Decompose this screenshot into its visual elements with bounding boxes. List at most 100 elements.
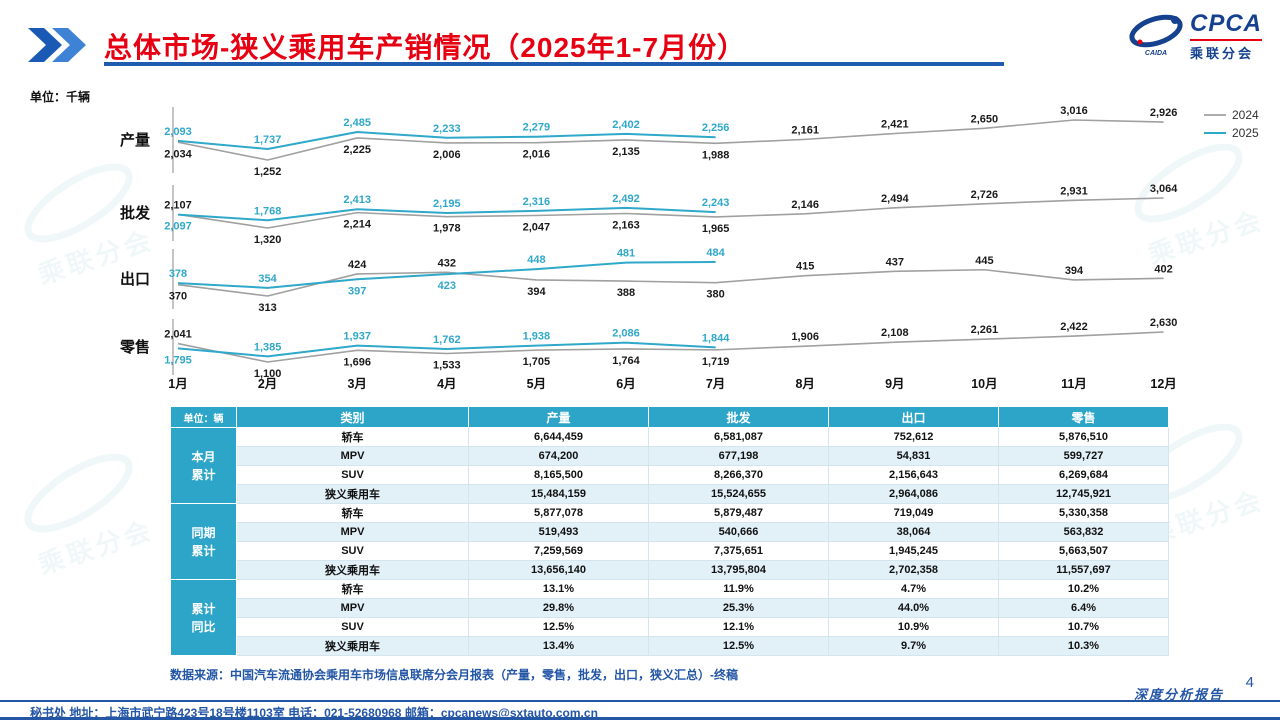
label-2024: 2,161 bbox=[791, 124, 819, 136]
table-cell: 5,879,487 bbox=[648, 503, 829, 523]
label-2025: 2,097 bbox=[164, 221, 192, 233]
label-2024: 2,630 bbox=[1150, 317, 1178, 329]
label-2025: 2,093 bbox=[164, 126, 192, 138]
month-label: 2月 bbox=[258, 377, 277, 391]
label-2024: 1,533 bbox=[433, 360, 461, 372]
label-2024: 1,978 bbox=[433, 223, 461, 235]
column-header: 批发 bbox=[648, 406, 829, 428]
label-2024: 415 bbox=[796, 261, 814, 273]
logo-sub-text: 乘联分会 bbox=[1189, 39, 1262, 62]
table-cell: 15,524,655 bbox=[648, 484, 829, 504]
series-line bbox=[177, 206, 716, 222]
label-2025: 484 bbox=[706, 247, 725, 259]
table-cell: 8,266,370 bbox=[648, 465, 829, 485]
row-category: SUV bbox=[236, 541, 469, 561]
series-line bbox=[177, 131, 716, 151]
table-cell: 10.3% bbox=[998, 636, 1169, 656]
report-tag: 深度分析报告 bbox=[1133, 687, 1224, 702]
label-2024: 3,064 bbox=[1150, 183, 1178, 195]
label-2024: 394 bbox=[527, 286, 546, 298]
label-2024: 2,006 bbox=[433, 149, 461, 161]
table-row: SUV 7,259,569 7,375,651 1,945,245 5,663,507 bbox=[171, 541, 1169, 561]
table-cell: 11,557,697 bbox=[998, 560, 1169, 580]
column-header: 零售 bbox=[998, 406, 1169, 428]
row-category: 轿车 bbox=[236, 579, 469, 599]
table-cell: 10.2% bbox=[998, 579, 1169, 599]
title-chevron-icon bbox=[28, 28, 90, 67]
label-2024: 388 bbox=[617, 287, 635, 299]
label-2024: 2,261 bbox=[971, 324, 999, 336]
label-2025: 1,937 bbox=[343, 331, 371, 343]
label-2024: 1,252 bbox=[254, 166, 282, 178]
cpca-logo: CAIDA CPCA 乘联分会 bbox=[1128, 12, 1262, 62]
series-line bbox=[177, 119, 1164, 161]
label-2025: 423 bbox=[438, 280, 456, 292]
table-cell: 5,330,358 bbox=[998, 503, 1169, 523]
table-cell: 599,727 bbox=[998, 446, 1169, 466]
label-2024: 2,926 bbox=[1150, 107, 1178, 119]
table-cell: 44.0% bbox=[828, 598, 999, 618]
logo-caida-text: CAIDA bbox=[1145, 50, 1167, 57]
row-category: 狭义乘用车 bbox=[236, 560, 469, 580]
month-label: 4月 bbox=[437, 377, 456, 391]
legend-2025: 2025 bbox=[1232, 126, 1259, 140]
table-cell: 9.7% bbox=[828, 636, 999, 656]
table-cell: 15,484,159 bbox=[468, 484, 649, 504]
label-2024: 2,034 bbox=[164, 148, 192, 160]
label-2024: 2,214 bbox=[343, 219, 371, 231]
label-2024: 2,107 bbox=[164, 199, 192, 211]
data-source-note: 数据来源：中国汽车流通协会乘用车市场信息联席分会月报表（产量，零售，批发，出口，… bbox=[170, 668, 739, 682]
table-cell: 719,049 bbox=[828, 503, 999, 523]
table-cell: 4.7% bbox=[828, 579, 999, 599]
label-2024: 1,705 bbox=[523, 356, 551, 368]
table-group-header: 同期 累计 bbox=[170, 503, 237, 580]
label-2024: 2,163 bbox=[612, 219, 640, 231]
table-row: MPV 519,493 540,666 38,064 563,832 bbox=[171, 522, 1169, 542]
label-2025: 2,233 bbox=[433, 123, 461, 135]
label-2024: 380 bbox=[706, 289, 724, 301]
footer-bottom-border bbox=[0, 717, 1280, 720]
label-2024: 1,764 bbox=[612, 355, 640, 367]
table-row: SUV 8,165,500 8,266,370 2,156,643 6,269,684 bbox=[171, 465, 1169, 485]
footer-divider bbox=[0, 700, 1280, 702]
footer-contact-text: 秘书处 地址：上海市武宁路423号18号楼1103室 电话：021-526809… bbox=[30, 706, 598, 720]
table-cell: 13,795,804 bbox=[648, 560, 829, 580]
table-cell: 6.4% bbox=[998, 598, 1169, 618]
band-label: 产量 bbox=[120, 131, 150, 149]
label-2024: 1,696 bbox=[343, 356, 371, 368]
month-label: 3月 bbox=[347, 377, 366, 391]
row-category: 狭义乘用车 bbox=[236, 484, 469, 504]
table-cell: 8,165,500 bbox=[468, 465, 649, 485]
table-cell: 13,656,140 bbox=[468, 560, 649, 580]
label-2025: 1,844 bbox=[702, 332, 730, 344]
label-2024: 2,041 bbox=[164, 329, 192, 341]
table-cell: 12.5% bbox=[468, 617, 649, 637]
row-category: MPV bbox=[236, 446, 469, 466]
label-2024: 2,146 bbox=[791, 199, 819, 211]
table-cell: 2,964,086 bbox=[828, 484, 999, 504]
watermark-swoosh-icon bbox=[24, 453, 133, 533]
table-cell: 13.4% bbox=[468, 636, 649, 656]
label-2025: 2,492 bbox=[612, 193, 640, 205]
table-cell: 11.9% bbox=[648, 579, 829, 599]
title-underline bbox=[104, 62, 1004, 66]
label-2025: 1,795 bbox=[164, 354, 192, 366]
label-2025: 2,195 bbox=[433, 198, 461, 210]
table-cell: 2,702,358 bbox=[828, 560, 999, 580]
label-2025: 1,737 bbox=[254, 134, 282, 146]
summary-table: 单位：辆 类别 产量 批发 出口 零售 本月 累计 轿车 6,644,459 6,581,087 75… bbox=[170, 406, 1169, 656]
month-label: 9月 bbox=[885, 377, 904, 391]
label-2025: 2,413 bbox=[343, 194, 371, 206]
label-2024: 2,225 bbox=[343, 144, 371, 156]
watermark-logo: 乘联分会 bbox=[7, 443, 163, 584]
table-cell: 674,200 bbox=[468, 446, 649, 466]
label-2024: 370 bbox=[169, 291, 187, 303]
series-line bbox=[177, 341, 716, 358]
label-2024: 1,988 bbox=[702, 149, 730, 161]
label-2024: 2,135 bbox=[612, 146, 640, 158]
row-category: 轿车 bbox=[236, 427, 469, 447]
table-row: 狭义乘用车 13.4% 12.5% 9.7% 10.3% bbox=[171, 636, 1169, 656]
table-cell: 5,876,510 bbox=[998, 427, 1169, 447]
label-2025: 2,279 bbox=[523, 122, 551, 134]
label-2025: 1,938 bbox=[523, 331, 551, 343]
